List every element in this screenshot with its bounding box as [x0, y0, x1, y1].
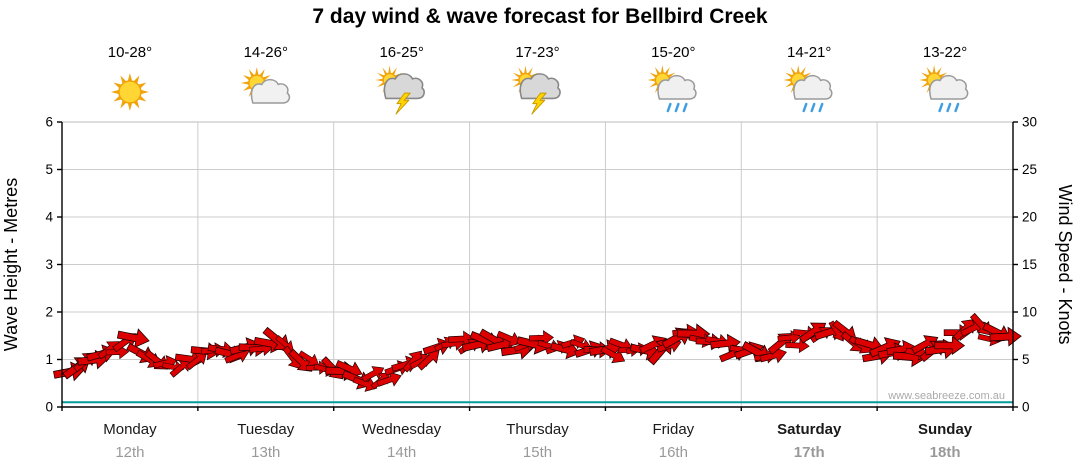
weather-icon-thunderstorm — [375, 65, 425, 115]
day-temp: 16-25° — [379, 44, 423, 61]
day-date: 17th — [794, 444, 825, 461]
left-axis-tick: 1 — [45, 352, 53, 367]
right-axis-tick: 30 — [1022, 115, 1037, 130]
day-date: 13th — [251, 444, 280, 461]
left-axis-tick: 6 — [45, 115, 53, 130]
weather-icon-sun-showers — [647, 65, 697, 113]
day-date: 12th — [115, 444, 144, 461]
weather-icon-sun-showers — [783, 65, 833, 113]
right-axis-title: Wind Speed - Knots — [1055, 184, 1075, 344]
day-label: Monday — [103, 421, 157, 438]
right-axis-tick: 0 — [1022, 400, 1030, 415]
day-label: Sunday — [918, 421, 973, 438]
right-axis-tick: 20 — [1022, 210, 1037, 225]
right-axis-tick: 25 — [1022, 162, 1037, 177]
day-label: Thursday — [506, 421, 569, 438]
weather-icon-sun-showers — [919, 65, 969, 113]
day-label: Friday — [653, 421, 695, 438]
left-axis-tick: 5 — [45, 162, 53, 177]
day-label: Tuesday — [237, 421, 294, 438]
left-axis-tick: 0 — [45, 400, 53, 415]
day-temp: 14-21° — [787, 44, 831, 61]
day-date: 18th — [930, 444, 961, 461]
day-date: 15th — [523, 444, 552, 461]
weather-icon-thunderstorm — [511, 65, 561, 115]
day-temp: 13-22° — [923, 44, 967, 61]
watermark: www.seabreeze.com.au — [887, 390, 1005, 402]
day-label: Wednesday — [362, 421, 441, 438]
left-axis-tick: 3 — [45, 257, 53, 272]
day-date: 14th — [387, 444, 416, 461]
day-date: 16th — [659, 444, 688, 461]
day-label: Saturday — [777, 421, 842, 438]
right-axis-tick: 10 — [1022, 305, 1037, 320]
left-axis-tick: 4 — [45, 210, 53, 225]
day-temp: 10-28° — [108, 44, 152, 61]
day-temp: 17-23° — [515, 44, 559, 61]
left-axis-title: Wave Height - Metres — [1, 178, 21, 351]
wind-speed-arrows — [53, 312, 1022, 392]
day-temp: 15-20° — [651, 44, 695, 61]
right-axis-tick: 5 — [1022, 352, 1030, 367]
left-axis-tick: 2 — [45, 305, 53, 320]
weather-icon-sunny — [110, 73, 149, 111]
right-axis-tick: 15 — [1022, 257, 1037, 272]
page-title: 7 day wind & wave forecast for Bellbird … — [312, 5, 768, 28]
day-temp: 14-26° — [244, 44, 288, 61]
weather-icon-partly-cloudy — [240, 67, 291, 104]
